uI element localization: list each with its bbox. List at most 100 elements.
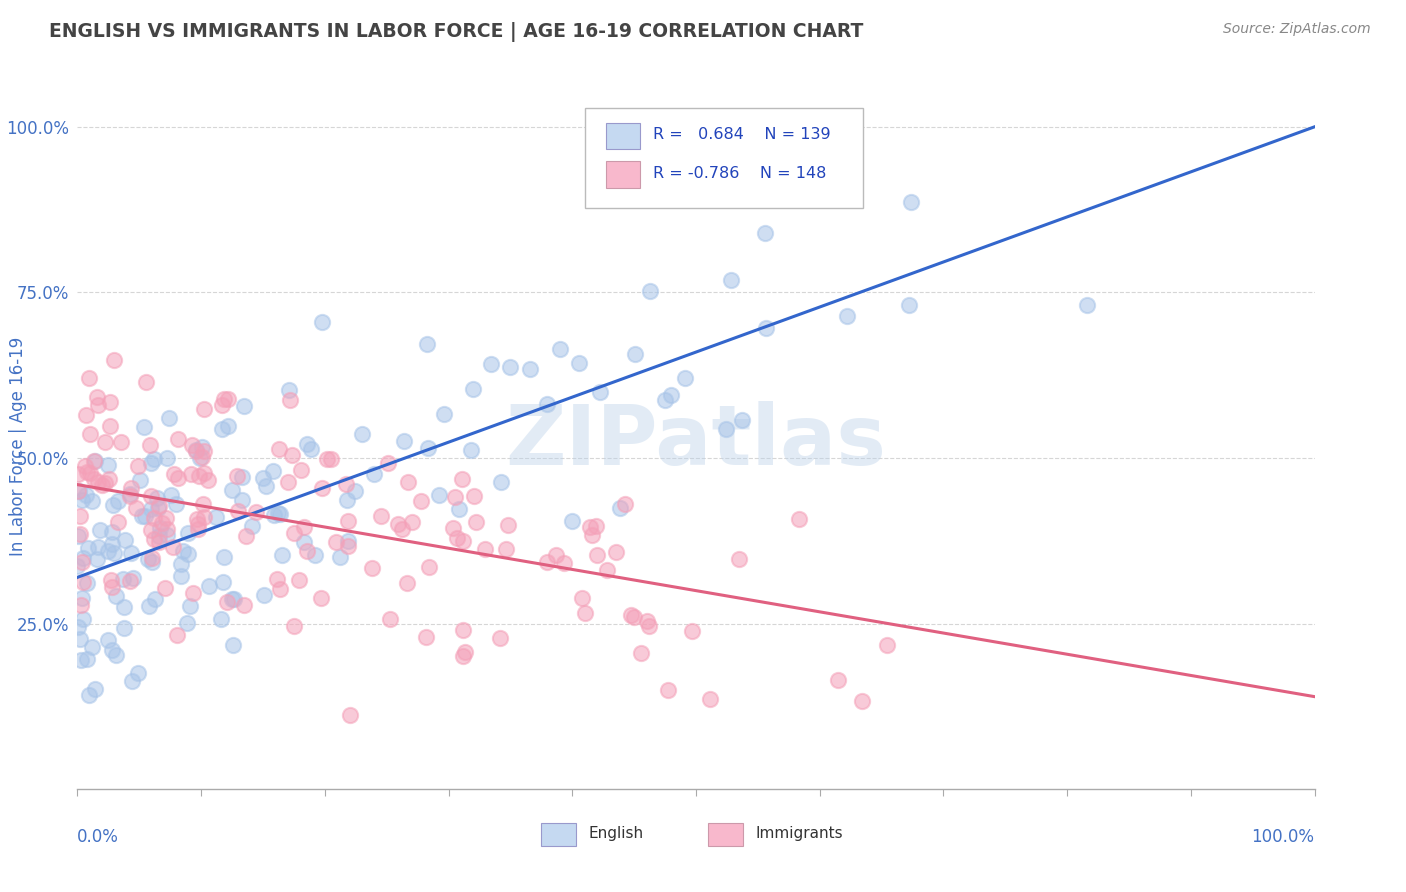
- Point: [72, 612, 94, 626]
- Point: [98, 395, 121, 409]
- FancyBboxPatch shape: [606, 123, 640, 149]
- Point: [157, 410, 180, 425]
- Point: [83, 472, 105, 486]
- Point: [319, 451, 342, 466]
- Point: [363, 467, 385, 482]
- Point: [585, 549, 607, 563]
- Point: [98, 472, 121, 486]
- Text: R =   0.684    N = 139: R = 0.684 N = 139: [652, 128, 831, 142]
- Point: [70, 493, 93, 508]
- Point: [181, 586, 204, 600]
- Point: [401, 515, 423, 529]
- Point: [79, 426, 101, 441]
- Point: [89, 524, 111, 538]
- Point: [336, 539, 359, 553]
- Text: R = -0.786    N = 148: R = -0.786 N = 148: [652, 166, 827, 181]
- Point: [290, 463, 312, 477]
- Point: [180, 467, 202, 482]
- Point: [75, 488, 97, 502]
- Point: [553, 556, 575, 570]
- Point: [297, 543, 319, 558]
- Text: In Labor Force | Age 16-19: In Labor Force | Age 16-19: [10, 336, 27, 556]
- Point: [177, 525, 200, 540]
- Point: [269, 508, 291, 522]
- Point: [624, 347, 647, 361]
- Point: [270, 548, 292, 562]
- Point: [125, 500, 148, 515]
- Point: [278, 392, 301, 407]
- Point: [311, 481, 333, 495]
- Point: [129, 473, 152, 487]
- Point: [131, 509, 153, 524]
- Point: [311, 591, 333, 606]
- Point: [898, 298, 921, 312]
- Point: [441, 521, 464, 535]
- Point: [112, 600, 135, 615]
- Point: [166, 432, 188, 446]
- Point: [226, 469, 249, 483]
- Point: [263, 508, 285, 522]
- Point: [851, 694, 873, 708]
- Point: [76, 651, 98, 665]
- Point: [212, 392, 235, 406]
- Point: [479, 357, 502, 371]
- Point: [416, 337, 439, 351]
- Point: [83, 682, 105, 697]
- Point: [212, 550, 235, 565]
- Point: [167, 471, 190, 485]
- Point: [754, 226, 776, 240]
- Point: [94, 475, 117, 490]
- Point: [72, 591, 94, 605]
- Point: [152, 516, 174, 530]
- Text: ZIPatlas: ZIPatlas: [506, 401, 886, 482]
- Point: [451, 472, 474, 486]
- Point: [288, 574, 311, 588]
- Point: [69, 508, 91, 523]
- Point: [489, 631, 512, 645]
- Point: [103, 546, 125, 560]
- Point: [571, 591, 593, 606]
- Point: [97, 544, 120, 558]
- Point: [69, 632, 91, 646]
- Point: [143, 532, 166, 546]
- Point: [377, 456, 399, 470]
- Point: [76, 576, 98, 591]
- Point: [245, 505, 267, 519]
- Point: [82, 640, 104, 654]
- Point: [267, 442, 290, 456]
- Point: [581, 528, 603, 542]
- Point: [605, 544, 627, 558]
- Point: [193, 509, 215, 524]
- Point: [231, 493, 253, 508]
- Point: [252, 471, 274, 485]
- Text: 0.0%: 0.0%: [77, 828, 120, 846]
- Point: [170, 568, 193, 582]
- Point: [191, 440, 214, 454]
- Point: [755, 321, 778, 335]
- Point: [76, 465, 98, 479]
- Point: [394, 434, 416, 449]
- Point: [156, 450, 179, 465]
- Point: [277, 384, 299, 398]
- Point: [657, 682, 679, 697]
- Point: [198, 579, 221, 593]
- Point: [134, 420, 156, 434]
- Point: [827, 673, 849, 687]
- Point: [66, 620, 89, 634]
- Point: [350, 427, 373, 442]
- Point: [224, 591, 246, 606]
- Point: [329, 550, 352, 565]
- Point: [72, 550, 94, 565]
- Point: [141, 501, 163, 516]
- Point: [574, 606, 596, 620]
- Point: [837, 309, 859, 323]
- Point: [447, 502, 470, 516]
- FancyBboxPatch shape: [541, 822, 576, 847]
- Point: [120, 546, 142, 560]
- Point: [187, 517, 209, 532]
- Point: [165, 497, 187, 511]
- Point: [673, 371, 696, 385]
- Point: [636, 614, 658, 628]
- Point: [699, 692, 721, 706]
- Point: [460, 442, 482, 457]
